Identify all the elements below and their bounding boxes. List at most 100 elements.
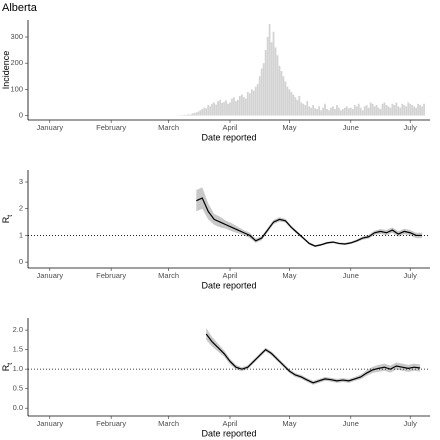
bar xyxy=(413,106,416,116)
confidence-band xyxy=(206,328,421,385)
bar xyxy=(221,102,223,116)
bar xyxy=(266,37,269,116)
bar xyxy=(379,109,382,116)
bar xyxy=(233,97,235,116)
bar xyxy=(213,102,216,116)
x-axis-title: Date reported xyxy=(201,428,256,438)
bar xyxy=(397,106,400,116)
bar xyxy=(250,89,253,116)
bar xyxy=(338,107,340,116)
y-axis-title-main: R xyxy=(1,364,11,371)
bar xyxy=(215,104,218,116)
y-tick-label: 2.0 xyxy=(13,325,23,334)
bar xyxy=(395,102,398,116)
bar xyxy=(308,106,311,116)
bar xyxy=(217,101,219,116)
bar xyxy=(341,109,344,116)
bar xyxy=(343,107,346,116)
bar xyxy=(405,106,408,116)
x-tick-label: April xyxy=(222,271,237,280)
bar xyxy=(389,107,392,116)
bar xyxy=(353,105,356,116)
bar xyxy=(359,107,362,116)
bar xyxy=(399,107,402,116)
bar xyxy=(274,47,277,116)
bar xyxy=(199,110,202,116)
bar xyxy=(195,112,198,116)
bar xyxy=(294,97,297,116)
bar xyxy=(300,102,303,116)
bar xyxy=(334,109,336,116)
x-axis-title: Date reported xyxy=(201,280,256,290)
bar xyxy=(322,107,324,116)
bar xyxy=(336,105,338,116)
y-tick-label: 0.0 xyxy=(13,403,23,412)
x-tick-label: July xyxy=(404,419,418,428)
bar xyxy=(223,101,225,116)
bar xyxy=(268,23,271,116)
y-axis-title-main: R xyxy=(1,216,11,223)
x-tick-label: March xyxy=(158,271,179,280)
bar xyxy=(316,109,319,116)
confidence-band xyxy=(196,187,423,248)
bar xyxy=(365,105,368,116)
bar xyxy=(185,115,188,116)
y-tick-label: 100 xyxy=(10,84,23,93)
bar xyxy=(244,98,247,116)
y-tick-label: 300 xyxy=(10,32,23,41)
bar xyxy=(328,110,330,116)
x-tick-label: February xyxy=(96,419,126,428)
bar xyxy=(320,110,322,116)
bar xyxy=(197,111,200,116)
bar xyxy=(280,71,283,116)
bar xyxy=(324,103,326,116)
rt-line xyxy=(196,197,423,247)
bar xyxy=(239,95,241,116)
bar xyxy=(371,103,374,116)
bar xyxy=(385,105,388,116)
rt-line xyxy=(205,333,421,384)
y-axis-title-sub: t xyxy=(7,215,14,217)
bar xyxy=(304,105,307,116)
bar xyxy=(282,76,285,116)
bar xyxy=(415,107,418,116)
y-axis-title: Rt xyxy=(1,363,13,372)
x-tick-label: January xyxy=(36,419,63,428)
bar xyxy=(355,106,358,116)
bar xyxy=(318,106,320,116)
bar xyxy=(332,106,334,116)
x-tick-label: April xyxy=(222,419,237,428)
y-tick-label: 1 xyxy=(19,230,23,239)
x-tick-label: March xyxy=(158,419,179,428)
bar xyxy=(339,110,342,116)
bar xyxy=(421,106,423,116)
x-axis-title: Date reported xyxy=(201,132,256,142)
bar xyxy=(351,109,354,116)
bar xyxy=(219,99,221,116)
x-tick-label: January xyxy=(36,123,63,132)
bar xyxy=(248,93,251,116)
y-tick-label: 0 xyxy=(19,257,23,266)
bar xyxy=(409,103,412,116)
bar xyxy=(187,114,190,116)
chart-title: Alberta xyxy=(2,2,38,14)
y-tick-label: 2 xyxy=(19,204,23,213)
bar xyxy=(330,107,332,116)
x-tick-label: March xyxy=(158,123,179,132)
bar xyxy=(383,102,386,116)
y-axis-title-sub: t xyxy=(7,363,14,365)
x-tick-label: February xyxy=(96,123,126,132)
bar xyxy=(276,55,279,116)
x-tick-label: May xyxy=(282,271,296,280)
bar xyxy=(349,107,352,116)
bar xyxy=(286,86,289,116)
bar xyxy=(272,31,275,116)
bar xyxy=(211,103,214,116)
y-tick-label: 0 xyxy=(19,111,23,120)
bar xyxy=(417,103,420,116)
y-axis-title: Rt xyxy=(1,215,13,224)
bar xyxy=(256,84,259,116)
bar xyxy=(403,105,406,116)
bar xyxy=(235,101,237,116)
x-tick-label: May xyxy=(282,419,296,428)
